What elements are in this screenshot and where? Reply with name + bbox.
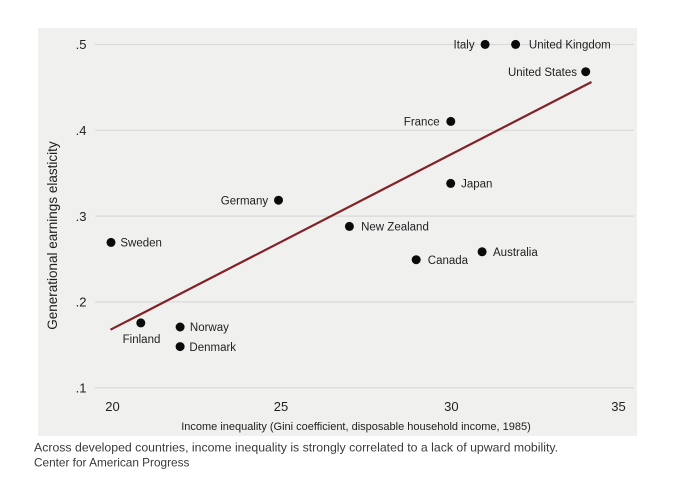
svg-text:Norway: Norway <box>190 322 229 334</box>
svg-text:.5: .5 <box>76 37 87 52</box>
svg-text:New Zealand: New Zealand <box>361 222 429 234</box>
svg-text:Income inequality (Gini coeffi: Income inequality (Gini coefficient, dis… <box>181 421 531 433</box>
svg-text:25: 25 <box>274 399 288 414</box>
svg-text:Denmark: Denmark <box>189 342 236 354</box>
svg-text:United Kingdom: United Kingdom <box>529 40 611 52</box>
svg-text:Japan: Japan <box>461 179 492 191</box>
svg-text:20: 20 <box>105 399 119 414</box>
svg-text:Germany: Germany <box>221 195 269 207</box>
svg-text:35: 35 <box>611 399 625 414</box>
svg-text:Sweden: Sweden <box>120 238 162 250</box>
svg-text:Australia: Australia <box>493 247 538 259</box>
svg-text:30: 30 <box>444 399 458 414</box>
svg-text:Finland: Finland <box>123 334 161 346</box>
svg-text:France: France <box>404 117 440 129</box>
svg-text:Italy: Italy <box>454 40 475 52</box>
svg-text:.2: .2 <box>76 295 87 310</box>
svg-text:Canada: Canada <box>428 255 469 267</box>
svg-text:United States: United States <box>508 67 577 79</box>
svg-text:.1: .1 <box>76 380 87 395</box>
svg-text:Across developed countries, in: Across developed countries, income inequ… <box>34 441 558 455</box>
svg-text:.4: .4 <box>76 123 87 138</box>
svg-text:.3: .3 <box>76 209 87 224</box>
svg-text:Center for American Progress: Center for American Progress <box>34 456 189 470</box>
svg-text:Generational earnings elastici: Generational earnings elasticity <box>45 141 60 330</box>
